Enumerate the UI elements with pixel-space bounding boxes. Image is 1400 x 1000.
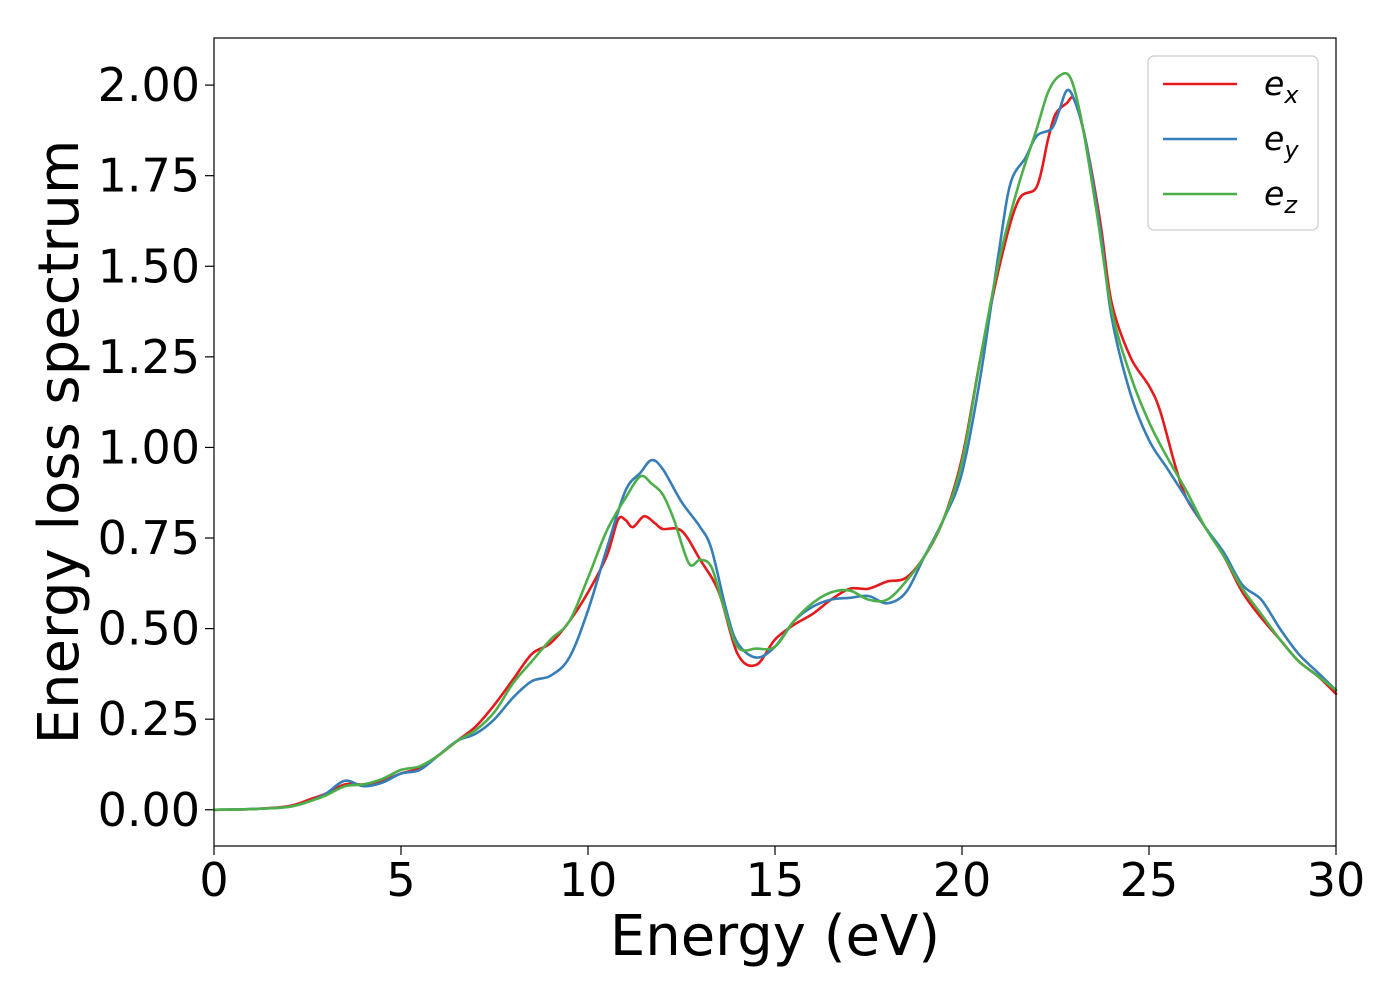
legend-label-subscript: z [1283,191,1298,219]
y-tick-label: 1.00 [98,420,200,474]
y-axis-ticks: 0.00 0.25 0.50 0.75 1.00 1.25 1.50 1.75 2.00 [98,58,214,837]
y-tick-label: 1.25 [98,330,200,384]
series-line-ez [212,71,1338,812]
legend-label-base: e [1264,64,1284,103]
y-tick-label: 0.50 [98,602,200,656]
x-tick-label: 0 [199,853,228,907]
x-tick-label: 25 [1120,853,1179,907]
x-tick-label: 5 [386,853,415,907]
x-axis-ticks: 0 5 10 15 20 25 30 [199,846,1365,907]
y-tick-label: 0.25 [98,692,200,746]
legend-label-base: e [1264,174,1284,213]
x-tick-label: 15 [746,853,805,907]
x-axis-label: Energy (eV) [610,904,940,969]
y-tick-label: 1.50 [98,239,200,293]
y-tick-label: 1.75 [98,149,200,203]
legend-label-ey: ey [1264,119,1299,164]
legend-box [1147,55,1319,231]
y-tick-label: 0.00 [98,783,200,837]
y-axis-label: Energy loss spectrum [27,140,92,745]
series-lines [212,71,1338,812]
x-tick-label: 10 [559,853,618,907]
legend-label-ez: ez [1264,174,1298,219]
legend-label-ex: ex [1264,64,1299,109]
legend-label-subscript: x [1283,81,1299,109]
legend-label-subscript: y [1283,136,1299,164]
y-tick-label: 2.00 [98,58,200,112]
plot-area-frame [213,37,1337,847]
x-tick-label: 30 [1307,853,1366,907]
x-tick-label: 20 [933,853,992,907]
legend-label-base: e [1264,119,1284,158]
y-tick-label: 0.75 [98,511,200,565]
